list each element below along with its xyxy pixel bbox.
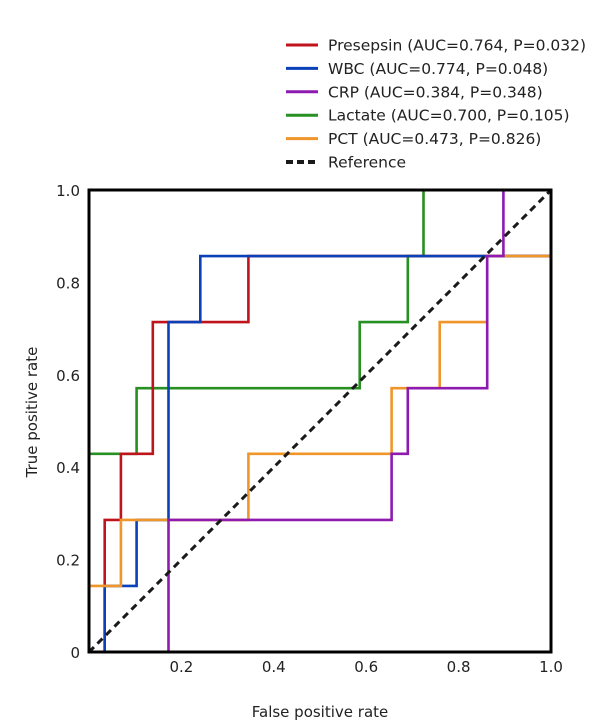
y-axis-title: True positive rate — [23, 347, 41, 479]
legend-item-pct: PCT (AUC=0.473, P=0.826) — [286, 130, 541, 148]
y-axis-ticks: 0 0.2 0.4 0.6 0.8 1.0 — [56, 182, 80, 662]
y-tick-label: 0.8 — [56, 274, 80, 292]
x-tick-label: 0.8 — [447, 658, 471, 676]
x-tick-label: 0.4 — [262, 658, 286, 676]
series-line-crp — [89, 188, 551, 654]
y-tick-label: 1.0 — [56, 182, 80, 200]
legend-item-wbc: WBC (AUC=0.774, P=0.048) — [286, 60, 548, 78]
legend-label: Lactate (AUC=0.700, P=0.105) — [328, 107, 570, 125]
legend-item-lactate: Lactate (AUC=0.700, P=0.105) — [286, 107, 570, 125]
y-tick-label: 0.6 — [56, 367, 80, 385]
plot-frame — [87, 188, 553, 654]
y-tick-label: 0.4 — [56, 459, 80, 477]
legend: Presepsin (AUC=0.764, P=0.032) WBC (AUC=0… — [286, 37, 586, 172]
legend-item-reference: Reference — [286, 154, 406, 172]
y-tick-label: 0.2 — [56, 552, 80, 570]
legend-label: WBC (AUC=0.774, P=0.048) — [328, 60, 548, 78]
x-tick-label: 0.6 — [354, 658, 378, 676]
x-axis-ticks: 0.2 0.4 0.6 0.8 1.0 — [169, 658, 562, 676]
x-tick-label: 0.2 — [169, 658, 193, 676]
legend-label: PCT (AUC=0.473, P=0.826) — [328, 130, 541, 148]
plot-series — [87, 188, 553, 654]
series-line-reference — [87, 188, 553, 654]
x-tick-label: 1.0 — [539, 658, 563, 676]
legend-label: Presepsin (AUC=0.764, P=0.032) — [328, 37, 586, 55]
legend-label: CRP (AUC=0.384, P=0.348) — [328, 83, 543, 101]
legend-item-presepsin: Presepsin (AUC=0.764, P=0.032) — [286, 37, 586, 55]
legend-label: Reference — [328, 154, 406, 172]
legend-item-crp: CRP (AUC=0.384, P=0.348) — [286, 83, 543, 101]
y-tick-label: 0 — [70, 644, 80, 662]
x-axis-title: False positive rate — [252, 703, 389, 721]
